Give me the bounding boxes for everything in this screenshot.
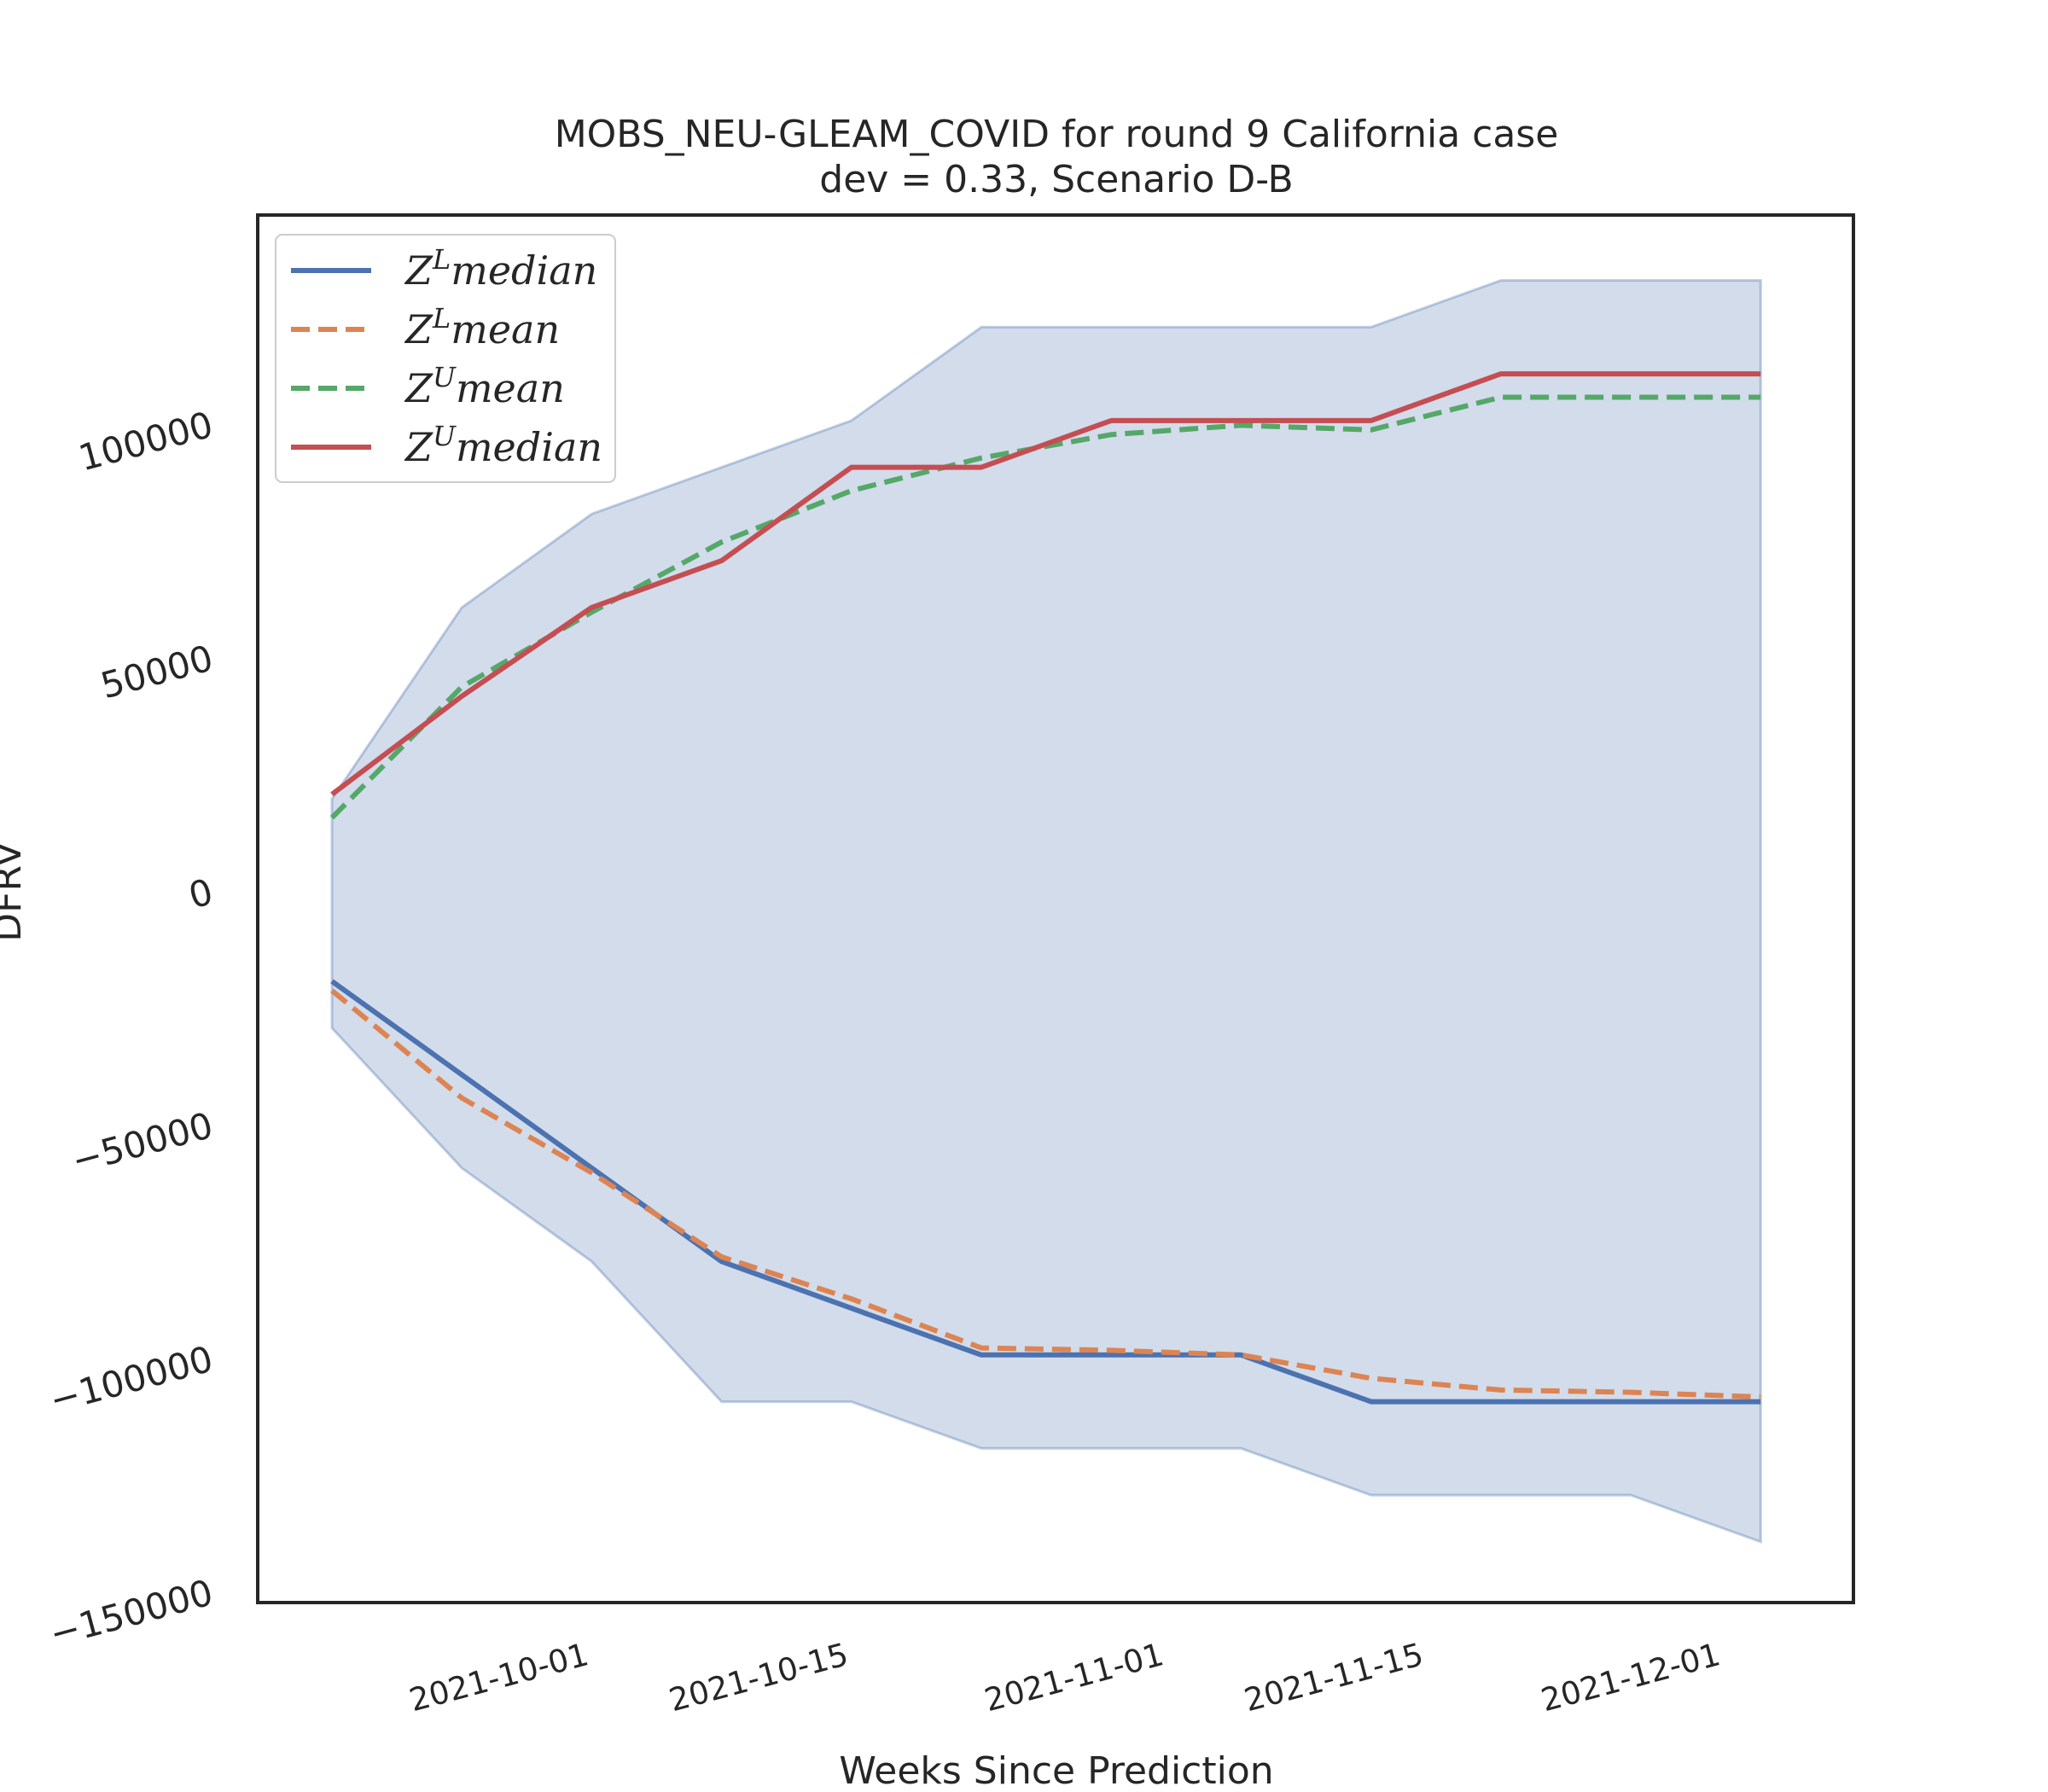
y-axis-ticks: −150000 −100000 −50000 0 50000 100000 [45, 404, 218, 1655]
y-tick-label: −150000 [45, 1571, 218, 1655]
chart-subtitle: dev = 0.33, Scenario D-B [819, 158, 1293, 201]
series-line-z-l-median [330, 979, 1761, 1405]
x-tick-label: 2021-11-15 [1241, 1636, 1428, 1719]
x-tick-label: 2021-10-15 [666, 1636, 852, 1719]
uncertainty-band [330, 279, 1762, 1544]
series-line-z-u-median [330, 371, 1761, 797]
y-tick-label: 0 [184, 870, 218, 916]
y-tick-label: 50000 [96, 637, 218, 707]
plot-area [329, 279, 1762, 1544]
y-tick-label: −50000 [67, 1104, 218, 1182]
plot-frame [256, 213, 1855, 1604]
chart-title: MOBS_NEU-GLEAM_COVID for round 9 Califor… [555, 113, 1559, 156]
legend-label-z-u-median: ZUmedian [404, 420, 602, 470]
x-axis-ticks: 2021-10-01 2021-10-15 2021-11-01 2021-11-15… [405, 1636, 1724, 1719]
x-tick-label: 2021-12-01 [1537, 1636, 1724, 1719]
legend-label-z-u-mean: ZUmean [404, 361, 565, 411]
legend-box [275, 234, 616, 483]
y-axis-label: DFRV [0, 841, 30, 941]
legend: ZLmedian ZLmean ZUmean ZUmedian [275, 234, 616, 483]
x-tick-label: 2021-10-01 [405, 1636, 592, 1719]
y-tick-label: −100000 [45, 1338, 218, 1422]
series-line-z-l-mean [330, 988, 1761, 1400]
y-tick-label: 100000 [74, 404, 218, 480]
legend-label-z-l-mean: ZLmean [404, 302, 560, 352]
x-axis-label: Weeks Since Prediction [839, 1749, 1273, 1792]
legend-label-z-l-median: ZLmedian [404, 243, 597, 294]
x-tick-label: 2021-11-01 [980, 1636, 1167, 1719]
